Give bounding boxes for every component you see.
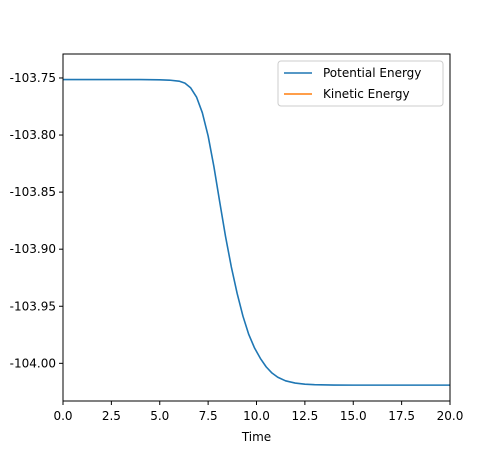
y-tick-label: -103.85 bbox=[10, 185, 56, 199]
x-tick-label: 5.0 bbox=[150, 409, 169, 423]
series-line-0 bbox=[63, 78, 450, 386]
legend-box bbox=[277, 60, 444, 107]
x-axis-ticks: 0.0 2.5 5.0 7.5 10.0 12.5 15.0 17.5 20.0 bbox=[53, 401, 463, 423]
x-tick-label: 0.0 bbox=[53, 409, 72, 423]
x-axis-label: Time bbox=[241, 430, 271, 444]
x-tick-label: 17.5 bbox=[388, 409, 415, 423]
x-tick-label: 15.0 bbox=[340, 409, 367, 423]
legend: Potential Energy Kinetic Energy bbox=[277, 60, 444, 107]
x-tick-label: 2.5 bbox=[102, 409, 121, 423]
series-layer bbox=[63, 78, 450, 386]
legend-label-0: Potential Energy bbox=[323, 66, 421, 80]
x-tick-label: 12.5 bbox=[292, 409, 319, 423]
x-tick-label: 10.0 bbox=[243, 409, 270, 423]
legend-label-1: Kinetic Energy bbox=[323, 87, 410, 101]
y-tick-label: -103.80 bbox=[10, 128, 56, 142]
plot-area bbox=[63, 54, 450, 401]
y-axis-ticks: -103.75 -103.80 -103.85 -103.90 -103.95 -104.… bbox=[10, 71, 63, 370]
y-tick-label: -103.90 bbox=[10, 242, 56, 256]
y-tick-label: -103.75 bbox=[10, 71, 56, 85]
y-tick-label: -103.95 bbox=[10, 299, 56, 313]
x-tick-label: 7.5 bbox=[199, 409, 218, 423]
x-tick-label: 20.0 bbox=[437, 409, 464, 423]
plot-frame bbox=[62, 53, 451, 402]
y-tick-label: -104.00 bbox=[10, 356, 56, 370]
